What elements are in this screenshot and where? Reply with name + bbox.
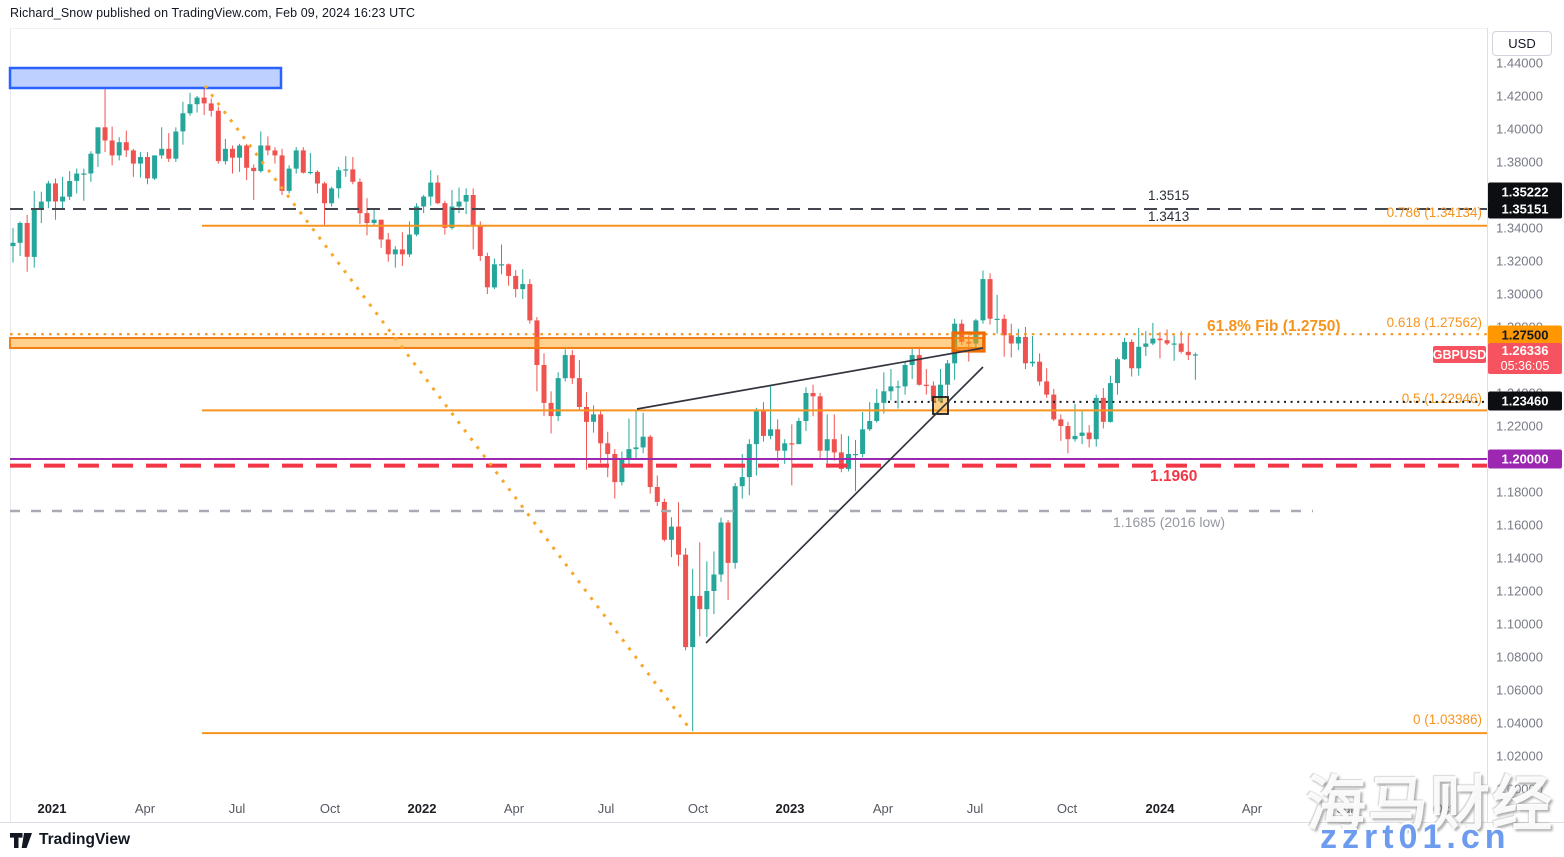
fib-diagonal-dotted[interactable] xyxy=(203,85,692,730)
price-chip-label: 1.35151 xyxy=(1502,202,1549,217)
price-chip xyxy=(1488,182,1562,202)
symbol-chip xyxy=(1433,346,1486,363)
level-label-fib-05: 0.5 (1.22946) xyxy=(1402,391,1482,406)
price-chip-label: 1.20000 xyxy=(1502,452,1549,467)
time-tick: 2021 xyxy=(38,801,67,816)
last-price-value: 1.26336 xyxy=(1502,343,1549,358)
price-chip xyxy=(1488,325,1562,345)
currency-label: USD xyxy=(1508,36,1536,51)
level-label-support-11960: 1.1960 xyxy=(1150,468,1197,485)
price-axis[interactable]: 1.00000 1.02000 1.04000 1.06000 1.08000 1.100… xyxy=(1496,56,1543,797)
time-tick: Jul xyxy=(229,801,246,816)
horizontal-levels[interactable]: 1.3515 1.3413 0.786 (1.34134) 61.8% Fib (1.… xyxy=(10,188,1487,735)
level-label-low-2016-11685: 1.1685 (2016 low) xyxy=(1113,514,1225,530)
price-tick: 1.06000 xyxy=(1496,683,1543,698)
price-chip-label: 1.23460 xyxy=(1502,394,1549,409)
price-tick: 1.30000 xyxy=(1496,287,1543,302)
level-label-fib-0618: 61.8% Fib (1.2750) xyxy=(1207,318,1341,335)
level-label-fib-0618: 0.618 (1.27562) xyxy=(1387,315,1482,330)
plot-borders xyxy=(0,28,1564,823)
watermark-text: 海马财经 xyxy=(1306,771,1554,838)
tradingview-icon xyxy=(10,832,32,848)
drawings[interactable] xyxy=(8,66,986,730)
level-label-resistance-13515: 1.3515 xyxy=(1148,188,1189,203)
time-tick: Oct xyxy=(1057,801,1078,816)
publish-info: Richard_Snow published on TradingView.co… xyxy=(10,6,416,20)
watermark-url: zzrt01.cn xyxy=(1320,818,1511,856)
price-tick: 1.32000 xyxy=(1496,254,1543,269)
time-tick: 2023 xyxy=(776,801,805,816)
time-axis[interactable]: 2021 Apr Jul Oct 2022 Apr Jul Oct 2023 Apr Jul Oct 2… xyxy=(38,801,1454,816)
tradingview-logo-text: TradingView xyxy=(39,831,131,848)
price-tick: 1.38000 xyxy=(1496,155,1543,170)
time-tick: 2024 xyxy=(1146,801,1176,816)
supply-zone-2021-high[interactable] xyxy=(8,66,283,90)
time-tick: Oct xyxy=(320,801,341,816)
bar-countdown: 05:36:05 xyxy=(1501,359,1550,373)
resistance-band-12700[interactable] xyxy=(9,337,984,349)
breakout-marker-box[interactable] xyxy=(932,396,949,415)
price-tick: 1.42000 xyxy=(1496,89,1543,104)
price-chip-label: 1.35222 xyxy=(1502,185,1549,200)
price-tick: 1.16000 xyxy=(1496,518,1543,533)
time-tick: Apr xyxy=(1242,801,1263,816)
price-tick: 1.12000 xyxy=(1496,584,1543,599)
price-chip xyxy=(1488,391,1562,411)
price-chip-label: 1.27500 xyxy=(1502,328,1549,343)
price-tick: 1.10000 xyxy=(1496,617,1543,632)
time-tick: Oct xyxy=(688,801,709,816)
time-tick: Apr xyxy=(504,801,525,816)
price-tick: 1.40000 xyxy=(1496,122,1543,137)
price-chip xyxy=(1488,199,1562,219)
price-tick: 1.04000 xyxy=(1496,716,1543,731)
level-label-fib-0: 0 (1.03386) xyxy=(1413,712,1482,727)
level-label-fib-0786: 1.3413 xyxy=(1148,209,1189,224)
price-axis-chips: 1.35222 1.35151 1.27500 1.23460 1.20000 1.263… xyxy=(1433,182,1562,469)
last-price-chip xyxy=(1488,343,1562,374)
symbol-chip-label: GBPUSD xyxy=(1433,348,1486,362)
time-tick: Jul xyxy=(598,801,615,816)
level-label-fib-0786: 0.786 (1.34134) xyxy=(1387,205,1482,220)
time-tick: Apr xyxy=(873,801,894,816)
currency-toggle-button[interactable]: USD xyxy=(1492,31,1552,56)
price-tick: 1.02000 xyxy=(1496,749,1543,764)
price-tick: 1.00000 xyxy=(1496,782,1543,797)
time-tick: Oct xyxy=(1433,801,1454,816)
price-tick: 1.44000 xyxy=(1496,56,1543,71)
tradingview-logo[interactable]: TradingView xyxy=(10,831,130,849)
time-tick: Jul xyxy=(1337,801,1354,816)
price-tick: 1.08000 xyxy=(1496,650,1543,665)
price-tick: 1.22000 xyxy=(1496,419,1543,434)
price-chip xyxy=(1488,449,1562,469)
time-tick: 2022 xyxy=(408,801,437,816)
wedge-upper-trendline[interactable] xyxy=(636,347,984,410)
wedge-lower-trendline[interactable] xyxy=(705,366,984,644)
time-tick: Apr xyxy=(135,801,156,816)
price-tick: 1.14000 xyxy=(1496,551,1543,566)
price-tick: 1.18000 xyxy=(1496,485,1543,500)
price-tick: 1.34000 xyxy=(1496,221,1543,236)
time-tick: Jul xyxy=(967,801,984,816)
